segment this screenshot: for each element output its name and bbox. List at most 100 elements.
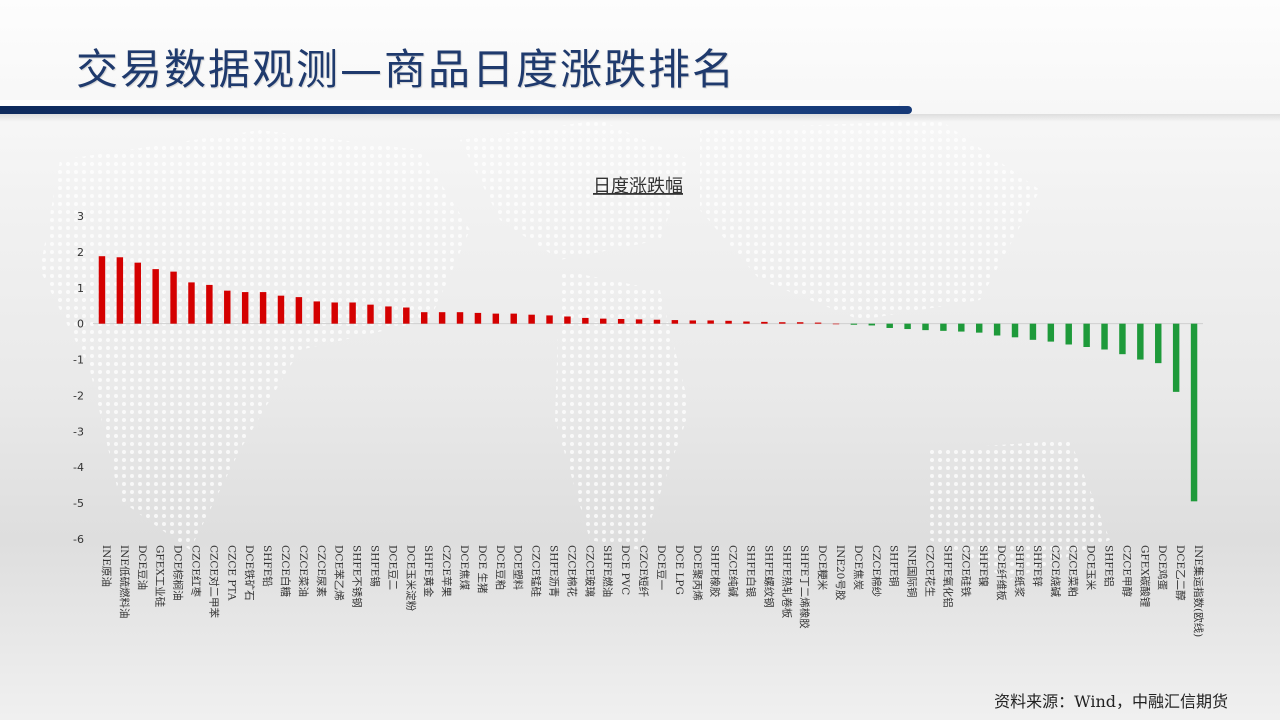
x-tick-label: INE国际铜 xyxy=(906,545,918,598)
x-tick-label: SHFE黄金 xyxy=(422,545,435,598)
bar xyxy=(1155,323,1162,364)
x-tick-label: CZCE对二甲苯 xyxy=(207,545,220,619)
x-tick-label: GFEX工业硅 xyxy=(154,545,167,608)
bar xyxy=(1065,323,1072,345)
bar xyxy=(1047,323,1055,342)
x-tick-label: SHFE氧化铝 xyxy=(941,545,954,608)
x-tick-label: DCE粳米 xyxy=(816,545,829,591)
y-tick-label: -6 xyxy=(73,533,84,546)
x-tick-label: DCE棕榈油 xyxy=(172,545,185,601)
bar xyxy=(313,301,321,324)
bar xyxy=(761,321,768,324)
bar xyxy=(1101,323,1108,350)
x-tick-label: DCE乙二醇 xyxy=(1174,545,1187,601)
y-tick-label: -5 xyxy=(73,497,84,510)
x-tick-label: CZCE PTA xyxy=(225,545,237,601)
x-tick-label: DCE豆油 xyxy=(136,545,149,590)
x-tick-label: CZCE白糖 xyxy=(279,545,292,598)
bar xyxy=(725,320,732,324)
bar xyxy=(779,322,786,324)
bar xyxy=(850,323,858,325)
bar xyxy=(134,262,141,324)
title-underline-shadow xyxy=(0,114,1280,122)
y-tick-label: 0 xyxy=(77,318,84,331)
source-note: 资料来源：Wind，中融汇信期货 xyxy=(994,692,1228,711)
x-tick-label: SHFE螺纹钢 xyxy=(762,545,775,608)
y-tick-label: -4 xyxy=(73,461,84,474)
bar xyxy=(492,313,500,324)
chart-title: 日度涨跌幅 xyxy=(593,176,683,197)
bar xyxy=(617,319,625,324)
bar xyxy=(635,319,643,324)
x-tick-label: SHFE铅 xyxy=(261,545,274,587)
bar xyxy=(1137,323,1144,360)
bar xyxy=(456,312,464,324)
title-underline-white xyxy=(0,100,900,110)
x-tick-label: DCE豆粕 xyxy=(494,545,507,590)
bar xyxy=(600,318,607,324)
x-tick-label: DCE 生猪 xyxy=(476,545,489,594)
bar xyxy=(958,323,965,332)
x-tick-label: INE20号胶 xyxy=(834,545,847,601)
bar xyxy=(188,282,195,324)
x-tick-label: DCE焦煤 xyxy=(458,545,471,591)
x-tick-label: SHFE橡胶 xyxy=(709,545,722,598)
bar xyxy=(385,306,392,324)
x-tick-label: CZCE烧碱 xyxy=(1049,545,1062,598)
bar xyxy=(170,271,177,324)
x-tick-label: DCE豆二 xyxy=(386,545,398,590)
x-tick-label: DCE PVC xyxy=(619,545,631,595)
bar xyxy=(707,320,714,324)
x-tick-label: SHFE铝 xyxy=(1103,545,1116,587)
x-tick-label: SHFE沥青 xyxy=(548,545,561,597)
y-axis: 3 2 1 0 -1 -2 -3 -4 -5 -6 xyxy=(73,210,1203,546)
x-tick-label: CZCE甲醇 xyxy=(1120,545,1133,598)
page-title: 交易数据观测—商品日度涨跌排名 xyxy=(76,45,737,94)
x-tick-label: CZCE锰硅 xyxy=(530,545,543,598)
x-tick-label: DCE塑料 xyxy=(512,545,525,591)
bar xyxy=(510,313,517,324)
bar xyxy=(277,295,285,324)
y-tick-label: 3 xyxy=(77,210,84,223)
x-tick-label: DCE铁矿石 xyxy=(243,545,256,601)
x-tick-label: SHFE不锈钢 xyxy=(351,545,364,608)
bar xyxy=(886,323,893,328)
bar xyxy=(367,304,374,324)
x-tick-label: CZCE短纤 xyxy=(637,545,650,598)
bar xyxy=(1172,323,1180,392)
x-tick-label: CZCE菜油 xyxy=(297,545,310,597)
bar xyxy=(224,290,231,324)
bar xyxy=(814,322,822,324)
bar xyxy=(993,323,1001,336)
x-tick-label: DCE豆一 xyxy=(655,545,667,591)
bar xyxy=(98,256,106,324)
bar xyxy=(474,312,482,324)
bar xyxy=(743,321,750,324)
x-tick-label: SHFE锡 xyxy=(369,545,382,587)
x-tick-label: CZCE苹果 xyxy=(440,545,453,598)
bar xyxy=(671,320,679,324)
x-tick-label: SHFE丁二烯橡胶 xyxy=(798,545,811,629)
bar xyxy=(241,292,249,324)
bar xyxy=(295,297,303,324)
bar xyxy=(420,312,428,324)
x-tick-label: CZCE尿素 xyxy=(315,545,328,597)
x-tick-label: CZCE菜粕 xyxy=(1067,545,1080,597)
x-tick-label: CZCE红枣 xyxy=(189,545,202,598)
bar xyxy=(152,269,159,324)
x-tick-label: DCE玉米淀粉 xyxy=(404,545,417,612)
x-tick-label: CZCE硅铁 xyxy=(959,545,972,598)
x-tick-label: INE低硫燃料油 xyxy=(118,545,131,619)
bar xyxy=(349,302,356,324)
y-tick-label: 1 xyxy=(77,282,84,295)
x-tick-label: DCE LPG xyxy=(673,545,685,595)
x-tick-label: SHFE燃油 xyxy=(601,545,614,597)
bar xyxy=(689,320,696,324)
bar xyxy=(1029,323,1037,340)
x-tick-label: CZCE纯碱 xyxy=(727,545,740,598)
bar xyxy=(546,315,553,324)
bar xyxy=(832,323,840,325)
bar xyxy=(868,323,876,326)
x-tick-label: SHFE纸浆 xyxy=(1013,545,1026,598)
